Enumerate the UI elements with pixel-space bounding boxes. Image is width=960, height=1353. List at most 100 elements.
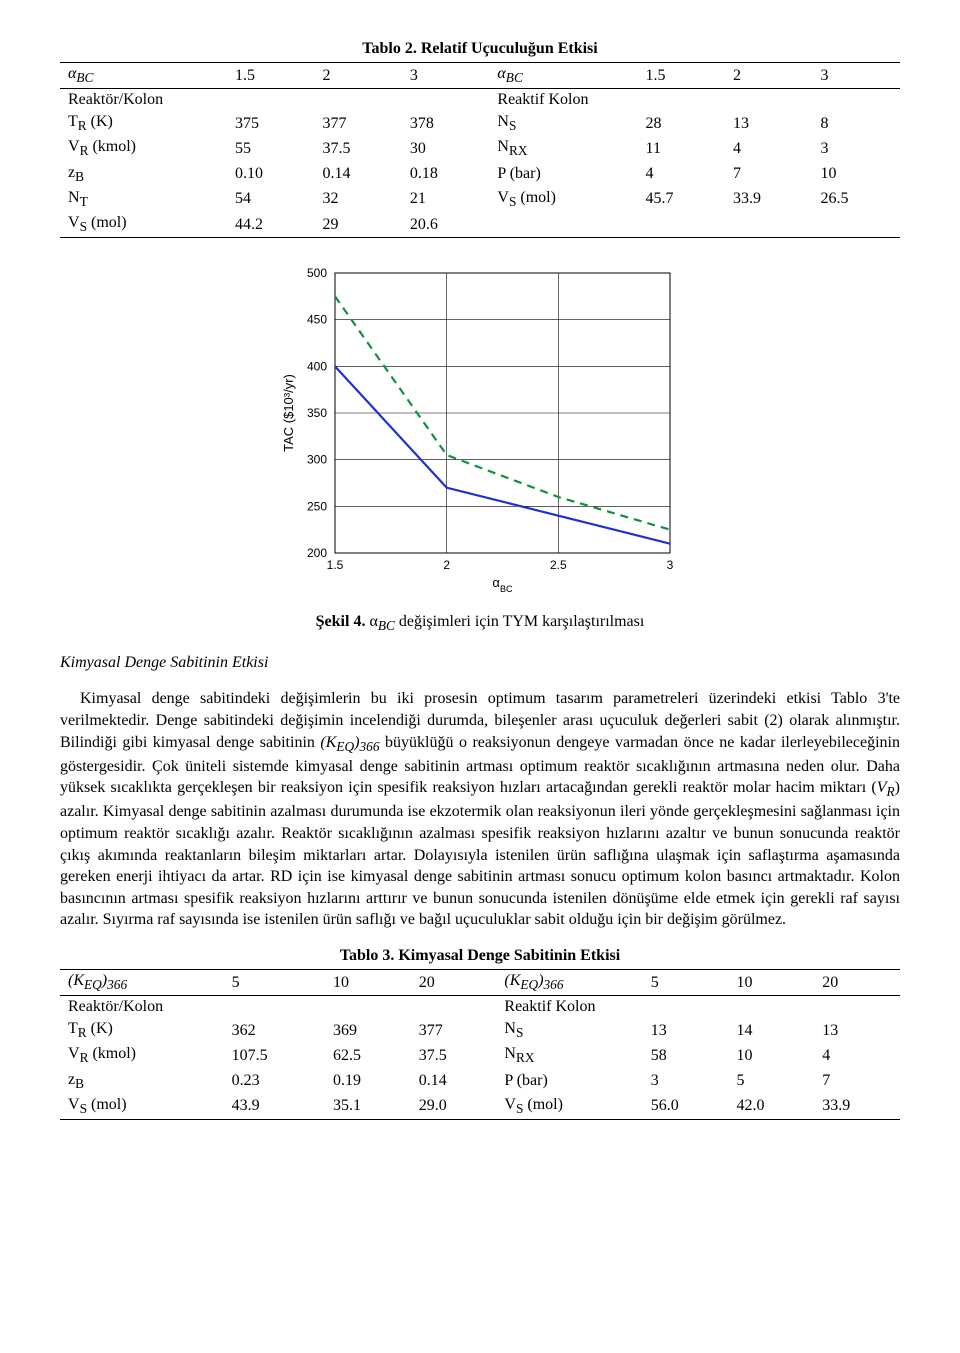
cell-value: 11 <box>638 136 725 161</box>
row-label: VS (mol) <box>496 1094 642 1120</box>
row-label: zB <box>60 1069 224 1094</box>
cell-value: 33.9 <box>814 1094 900 1120</box>
cell-value <box>812 212 900 238</box>
cell-value: 8 <box>812 111 900 136</box>
cell-value: 58 <box>643 1043 729 1068</box>
t3-c4: 5 <box>643 970 729 996</box>
cell-value: 33.9 <box>725 187 812 212</box>
svg-text:1.5: 1.5 <box>327 558 344 572</box>
row-label: VR (kmol) <box>60 136 227 161</box>
t2-c1: 1.5 <box>227 63 314 89</box>
cell-value: 7 <box>814 1069 900 1094</box>
figure4-chart: 2002503003504004505001.522.53TAC ($10³/y… <box>60 258 900 603</box>
table2-title: Tablo 2. Relatif Uçuculuğun Etkisi <box>60 40 900 58</box>
cell-value: 54 <box>227 187 314 212</box>
table3: (KEQ)366 5 10 20 (KEQ)366 5 10 20 Reaktö… <box>60 969 900 1120</box>
cell-value: 377 <box>314 111 401 136</box>
row-label: TR (K) <box>60 1018 224 1043</box>
cell-value: 29 <box>314 212 401 238</box>
row-label: VS (mol) <box>60 1094 224 1120</box>
row-label: P (bar) <box>496 1069 642 1094</box>
t3-hright: (KEQ)366 <box>496 970 642 996</box>
cell-value: 13 <box>814 1018 900 1043</box>
t3-hleft: (KEQ)366 <box>60 970 224 996</box>
t2-hleft: αBC <box>60 63 227 89</box>
t3-c2: 10 <box>325 970 411 996</box>
cell-value: 0.10 <box>227 162 314 187</box>
t2-c6: 3 <box>812 63 900 89</box>
cell-value: 107.5 <box>224 1043 325 1068</box>
cell-value: 369 <box>325 1018 411 1043</box>
cell-value: 5 <box>728 1069 814 1094</box>
cell-value: 378 <box>402 111 489 136</box>
t3-left-block: Reaktör/Kolon <box>60 996 496 1019</box>
cell-value: 28 <box>638 111 725 136</box>
svg-text:500: 500 <box>307 266 327 280</box>
cell-value: 0.19 <box>325 1069 411 1094</box>
cell-value: 10 <box>728 1043 814 1068</box>
cell-value: 3 <box>812 136 900 161</box>
table3-title: Tablo 3. Kimyasal Denge Sabitinin Etkisi <box>60 947 900 965</box>
cell-value: 37.5 <box>411 1043 497 1068</box>
t2-hright: αBC <box>489 63 637 89</box>
svg-text:200: 200 <box>307 546 327 560</box>
t3-right-block: Reaktif Kolon <box>496 996 900 1019</box>
cell-value: 377 <box>411 1018 497 1043</box>
cell-value: 4 <box>725 136 812 161</box>
t2-c2: 2 <box>314 63 401 89</box>
cell-value: 62.5 <box>325 1043 411 1068</box>
cell-value: 362 <box>224 1018 325 1043</box>
cell-value: 14 <box>728 1018 814 1043</box>
figure4-caption-text: αBC değişimleri için TYM karşılaştırılma… <box>365 613 644 630</box>
svg-text:400: 400 <box>307 359 327 373</box>
cell-value: 4 <box>638 162 725 187</box>
row-label: zB <box>60 162 227 187</box>
row-label: NRX <box>496 1043 642 1068</box>
cell-value: 0.23 <box>224 1069 325 1094</box>
row-label: VS (mol) <box>60 212 227 238</box>
svg-text:TAC ($10³/yr): TAC ($10³/yr) <box>281 374 296 452</box>
cell-value: 3 <box>643 1069 729 1094</box>
svg-text:250: 250 <box>307 499 327 513</box>
cell-value: 13 <box>725 111 812 136</box>
cell-value <box>725 212 812 238</box>
svg-text:2.5: 2.5 <box>550 558 567 572</box>
cell-value: 20.6 <box>402 212 489 238</box>
row-label: NS <box>496 1018 642 1043</box>
svg-text:450: 450 <box>307 313 327 327</box>
cell-value: 0.18 <box>402 162 489 187</box>
svg-text:300: 300 <box>307 453 327 467</box>
svg-text:αBC: αBC <box>492 575 513 594</box>
cell-value: 30 <box>402 136 489 161</box>
cell-value: 29.0 <box>411 1094 497 1120</box>
cell-value: 35.1 <box>325 1094 411 1120</box>
row-label: NT <box>60 187 227 212</box>
t2-c4: 1.5 <box>638 63 725 89</box>
t3-c1: 5 <box>224 970 325 996</box>
section-heading: Kimyasal Denge Sabitinin Etkisi <box>60 654 900 672</box>
cell-value: 375 <box>227 111 314 136</box>
row-label: VS (mol) <box>489 187 637 212</box>
row-label: TR (K) <box>60 111 227 136</box>
cell-value: 7 <box>725 162 812 187</box>
cell-value: 0.14 <box>314 162 401 187</box>
body-paragraph: Kimyasal denge sabitindeki değişimlerin … <box>60 688 900 931</box>
cell-value: 26.5 <box>812 187 900 212</box>
cell-value: 4 <box>814 1043 900 1068</box>
figure4-caption: Şekil 4. αBC değişimleri için TYM karşıl… <box>60 613 900 634</box>
row-label: VR (kmol) <box>60 1043 224 1068</box>
cell-value: 56.0 <box>643 1094 729 1120</box>
svg-text:350: 350 <box>307 406 327 420</box>
t3-c5: 10 <box>728 970 814 996</box>
t2-c3: 3 <box>402 63 489 89</box>
row-label: NRX <box>489 136 637 161</box>
cell-value: 21 <box>402 187 489 212</box>
row-label <box>489 212 637 238</box>
row-label: P (bar) <box>489 162 637 187</box>
t2-c5: 2 <box>725 63 812 89</box>
cell-value: 37.5 <box>314 136 401 161</box>
cell-value: 32 <box>314 187 401 212</box>
t3-c3: 20 <box>411 970 497 996</box>
cell-value: 10 <box>812 162 900 187</box>
t3-c6: 20 <box>814 970 900 996</box>
